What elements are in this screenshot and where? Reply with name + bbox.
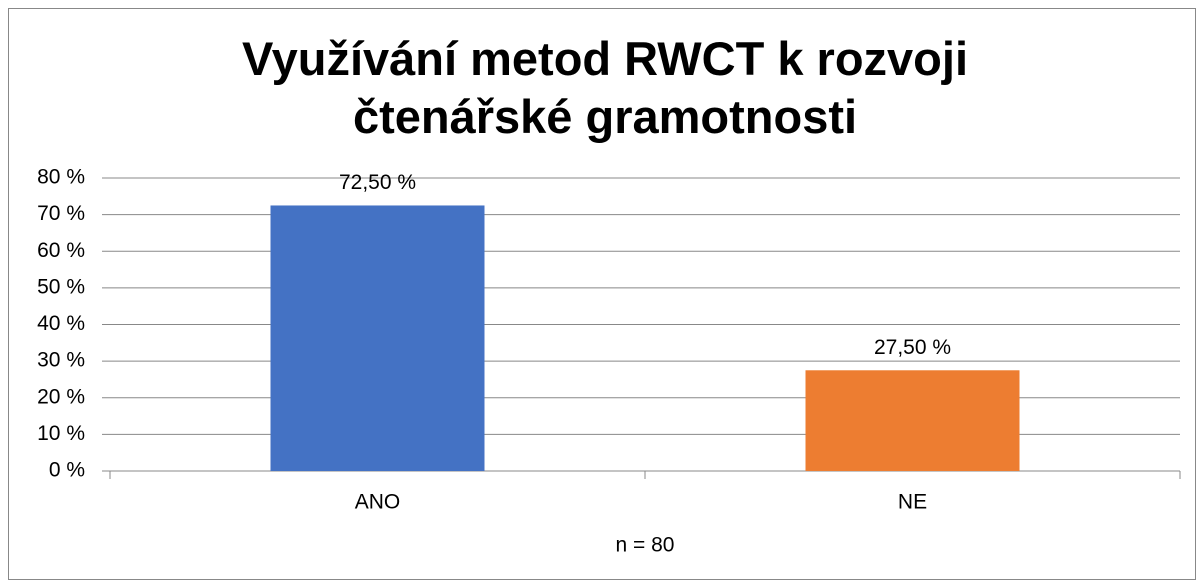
y-tick-label: 70 % [37, 202, 85, 225]
x-tick-label: ANO [355, 491, 401, 514]
y-tick-label: 40 % [37, 312, 85, 335]
bar [270, 205, 485, 471]
bar [805, 370, 1020, 471]
data-label: 72,50 % [339, 171, 416, 194]
y-tick-label: 10 % [37, 422, 85, 445]
x-axis-label: n = 80 [616, 534, 675, 557]
y-tick-label: 20 % [37, 385, 85, 408]
x-tick-label: NE [898, 491, 927, 514]
y-tick-label: 80 % [37, 166, 85, 189]
data-label: 27,50 % [874, 336, 951, 359]
y-tick-label: 30 % [37, 349, 85, 372]
y-tick-label: 60 % [37, 239, 85, 262]
y-tick-label: 50 % [37, 275, 85, 298]
y-tick-label: 0 % [49, 459, 85, 482]
chart-frame [8, 8, 1196, 580]
chart-title: Využívání metod RWCT k rozvoji čtenářské… [242, 32, 968, 143]
